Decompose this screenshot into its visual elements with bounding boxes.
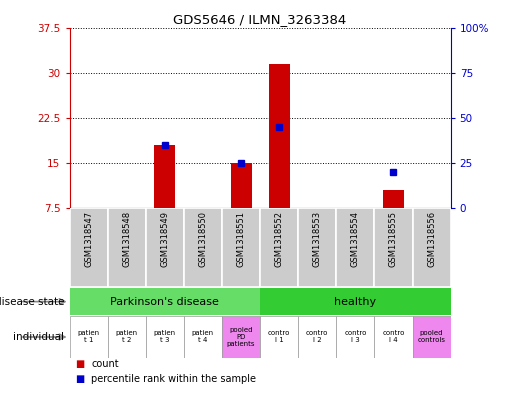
Text: contro
l 3: contro l 3 (344, 331, 367, 343)
Bar (260, 288, 451, 315)
Bar (413, 208, 451, 287)
Text: ■: ■ (75, 375, 84, 384)
Bar (222, 316, 260, 358)
Bar (108, 208, 146, 287)
Bar (260, 316, 298, 358)
Text: GSM1318554: GSM1318554 (351, 211, 360, 266)
Bar (146, 316, 184, 358)
Bar (108, 316, 146, 358)
Bar (336, 316, 374, 358)
Text: patien
t 3: patien t 3 (154, 331, 176, 343)
Bar (184, 208, 222, 287)
Bar (231, 163, 251, 208)
Text: patien
t 4: patien t 4 (192, 331, 214, 343)
Text: GSM1318556: GSM1318556 (427, 211, 436, 267)
Bar (154, 145, 175, 208)
Text: GSM1318547: GSM1318547 (84, 211, 93, 267)
Bar (70, 208, 108, 287)
Text: count: count (91, 359, 119, 369)
Bar (383, 190, 404, 208)
Text: contro
l 2: contro l 2 (306, 331, 329, 343)
Text: patien
t 1: patien t 1 (78, 331, 99, 343)
Text: patien
t 2: patien t 2 (116, 331, 138, 343)
Text: contro
l 1: contro l 1 (268, 331, 290, 343)
Text: GSM1318550: GSM1318550 (198, 211, 208, 266)
Text: pooled
PD
patients: pooled PD patients (227, 327, 255, 347)
Bar (260, 208, 298, 287)
Text: GSM1318553: GSM1318553 (313, 211, 322, 267)
Bar (222, 208, 260, 287)
Bar (374, 208, 413, 287)
Bar (336, 208, 374, 287)
Text: pooled
controls: pooled controls (418, 331, 445, 343)
Bar (298, 316, 336, 358)
Bar (269, 64, 289, 208)
Bar (374, 316, 413, 358)
Text: healthy: healthy (334, 297, 376, 307)
Bar (184, 316, 222, 358)
Text: GSM1318555: GSM1318555 (389, 211, 398, 266)
Bar (70, 316, 108, 358)
Bar (298, 208, 336, 287)
Text: GSM1318548: GSM1318548 (122, 211, 131, 267)
Title: GDS5646 / ILMN_3263384: GDS5646 / ILMN_3263384 (174, 13, 347, 26)
Text: GSM1318549: GSM1318549 (160, 211, 169, 266)
Text: GSM1318551: GSM1318551 (236, 211, 246, 266)
Text: contro
l 4: contro l 4 (382, 331, 405, 343)
Bar (413, 316, 451, 358)
Text: percentile rank within the sample: percentile rank within the sample (91, 375, 256, 384)
Text: disease state: disease state (0, 297, 64, 307)
Bar (146, 208, 184, 287)
Text: Parkinson's disease: Parkinson's disease (110, 297, 219, 307)
Text: GSM1318552: GSM1318552 (274, 211, 284, 266)
Bar (70, 288, 260, 315)
Text: individual: individual (13, 332, 64, 342)
Text: ■: ■ (75, 359, 84, 369)
